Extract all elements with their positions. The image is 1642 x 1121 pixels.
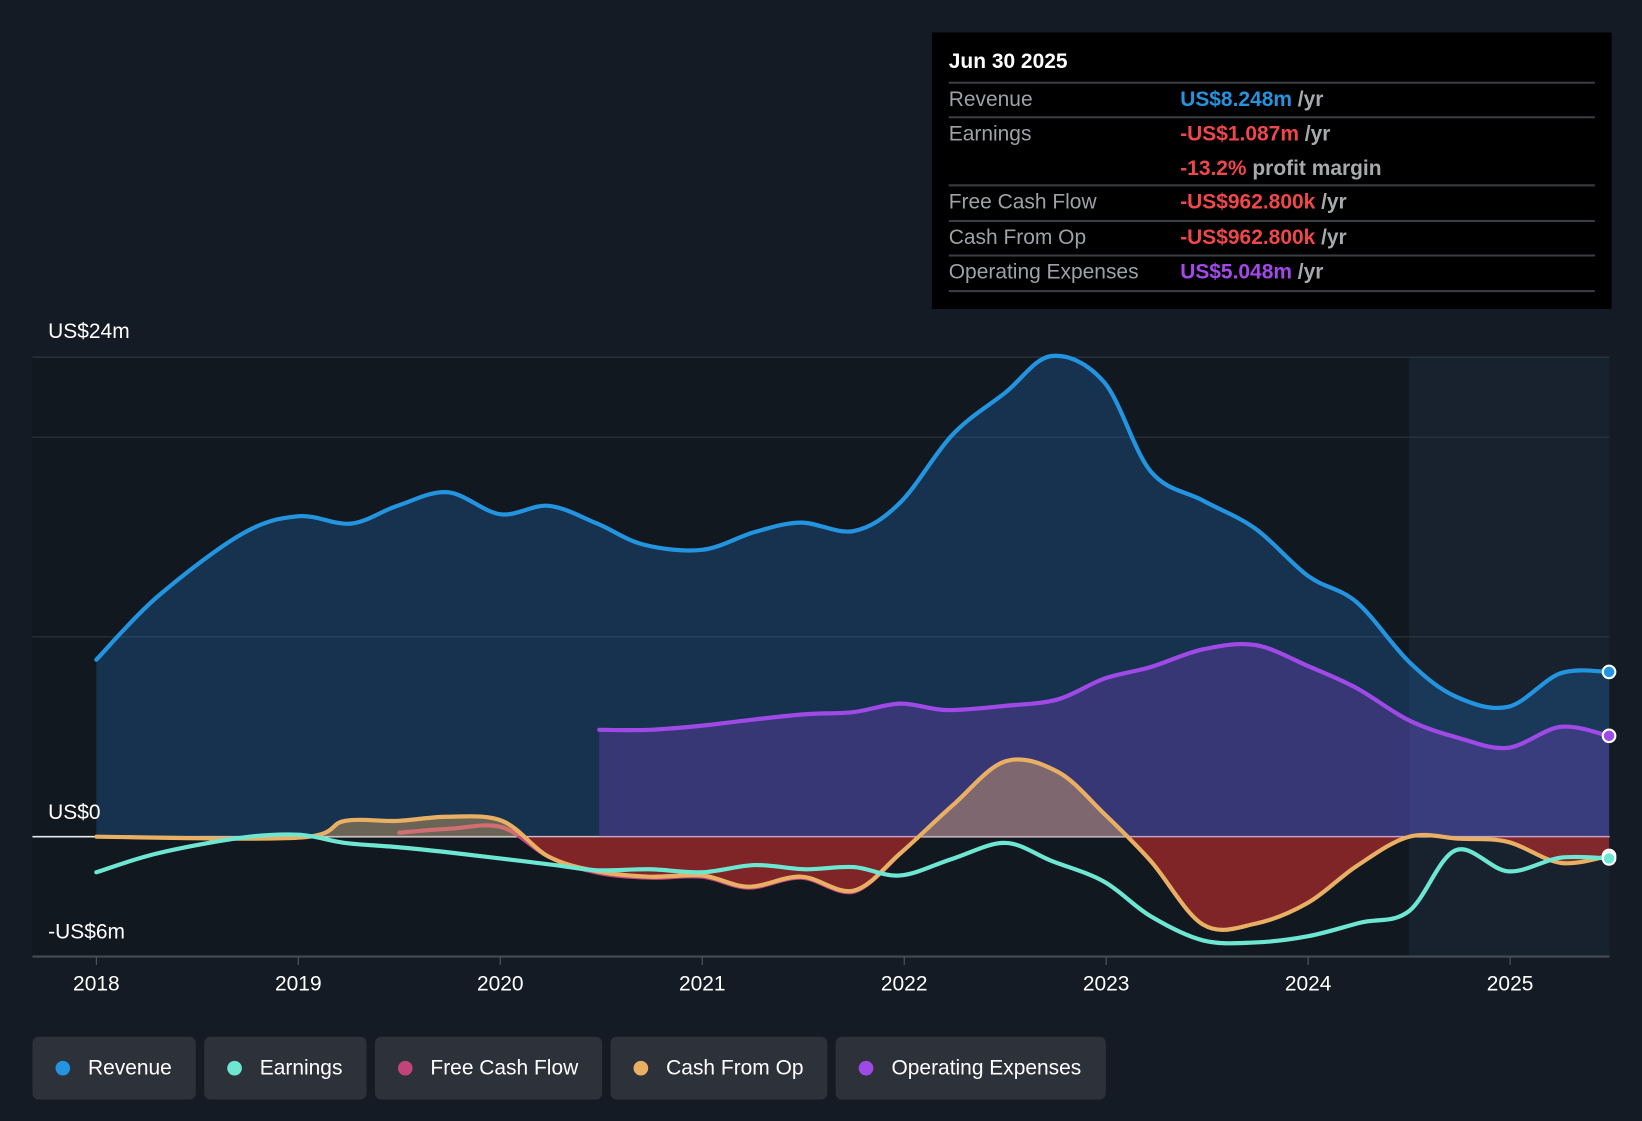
legend-label: Free Cash Flow [430,1056,579,1080]
earnings-dot-icon [227,1060,242,1076]
tooltip-label: Cash From Op [948,226,1087,250]
value: -US$962.800k [1180,190,1316,214]
opex-dot-icon [859,1060,874,1076]
tooltip-label: Operating Expenses [948,260,1139,284]
cfo-dot-icon [633,1060,649,1076]
x-tick-label: 2022 [881,973,928,996]
tooltip-row-opex: Operating Expenses US$5.048m /yr [948,254,1595,290]
suffix: /yr [1291,260,1324,284]
legend-label: Cash From Op [666,1056,804,1080]
earnings-endpoint [1601,851,1617,866]
cash-from-op-area-negative [96,836,1610,930]
revenue-endpoint [1601,664,1617,680]
tooltip-divider [948,290,1595,293]
legend-revenue[interactable]: Revenue [32,1036,196,1100]
revenue-area [96,355,1610,837]
suffix: /yr [1315,226,1347,250]
value: US$8.248m [1180,87,1292,112]
legend-cash-from-op[interactable]: Cash From Op [610,1036,828,1100]
value: US$5.048m [1180,260,1292,284]
suffix: profit margin [1246,157,1382,181]
x-tick-label: 2023 [1083,973,1130,996]
tooltip-row-earnings: Earnings -US$1.087m /yr -13.2% profit ma… [948,116,1595,185]
suffix: /yr [1298,122,1331,146]
operating-expenses-line [597,641,1612,751]
tooltip-date: Jun 30 2025 [948,50,1068,74]
y-label-top: US$24m [48,320,130,344]
y-label-zero: US$0 [48,801,101,825]
x-tick-label: 2018 [73,973,120,996]
earnings-line [94,832,1612,946]
profit-margin: -13.2% profit margin [1180,157,1381,181]
legend-earnings[interactable]: Earnings [204,1036,367,1100]
suffix: /yr [1291,87,1324,112]
operating-expenses-endpoint [1601,728,1617,744]
tooltip-value: US$8.248m /yr [1180,88,1323,112]
tooltip-value: -US$1.087m /yr [1180,123,1330,147]
suffix: /yr [1315,190,1347,214]
revenue-dot-icon [55,1060,71,1076]
y-label-bottom: -US$6m [48,920,125,944]
operating-expenses-area [599,644,1610,837]
legend-label: Earnings [259,1056,343,1080]
legend-label: Revenue [87,1056,172,1080]
x-tick-label: 2025 [1487,973,1534,996]
tooltip-row-cfo: Cash From Op -US$962.800k /yr [948,219,1595,256]
legend-label: Operating Expenses [891,1056,1082,1080]
tooltip: Jun 30 2025 Revenue US$8.248m /yr Earnin… [932,32,1612,309]
fcf-dot-icon [397,1060,413,1076]
legend-free-cash-flow[interactable]: Free Cash Flow [374,1036,603,1100]
tooltip-row-fcf: Free Cash Flow -US$962.800k /yr [948,184,1595,220]
value: -US$962.800k [1180,226,1316,250]
legend-operating-expenses[interactable]: Operating Expenses [835,1036,1106,1100]
x-tick-label: 2019 [275,973,322,996]
cash-from-op-line [94,757,1612,932]
tooltip-value: -US$962.800k /yr [1180,226,1347,250]
tooltip-row-revenue: Revenue US$8.248m /yr [948,81,1595,118]
x-tick-label: 2021 [679,973,726,996]
revenue-line [94,353,1612,710]
value: -US$1.087m [1180,122,1299,146]
x-tick-label: 2020 [477,973,524,996]
value: -13.2% [1180,157,1247,181]
tooltip-label: Revenue [948,87,1033,112]
tooltip-value: -US$962.800k /yr [1180,191,1347,215]
tooltip-label: Free Cash Flow [948,190,1097,214]
x-tick-label: 2024 [1285,973,1332,996]
tooltip-value: US$5.048m /yr [1180,261,1323,285]
legend: Revenue Earnings Free Cash Flow Cash Fro… [32,1036,1106,1100]
tooltip-label: Earnings [948,122,1032,146]
